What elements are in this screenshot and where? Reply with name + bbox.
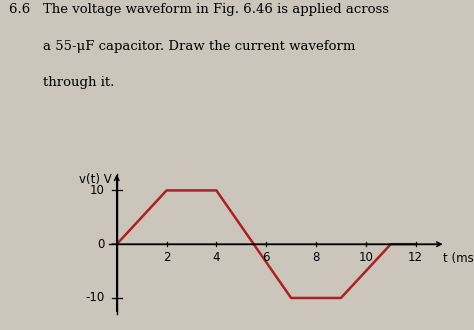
Text: 8: 8 [312,251,319,264]
Text: 4: 4 [213,251,220,264]
Text: 6: 6 [263,251,270,264]
Text: 6.6   The voltage waveform in Fig. 6.46 is applied across: 6.6 The voltage waveform in Fig. 6.46 is… [9,3,390,16]
Text: through it.: through it. [9,76,115,89]
Text: t (ms): t (ms) [443,252,474,265]
Text: 10: 10 [90,184,104,197]
Text: -10: -10 [85,291,104,305]
Text: a 55-μF capacitor. Draw the current waveform: a 55-μF capacitor. Draw the current wave… [9,40,356,52]
Text: 10: 10 [358,251,374,264]
Text: 0: 0 [97,238,104,251]
Text: v(t) V: v(t) V [79,173,112,186]
Text: 2: 2 [163,251,170,264]
Text: 12: 12 [408,251,423,264]
